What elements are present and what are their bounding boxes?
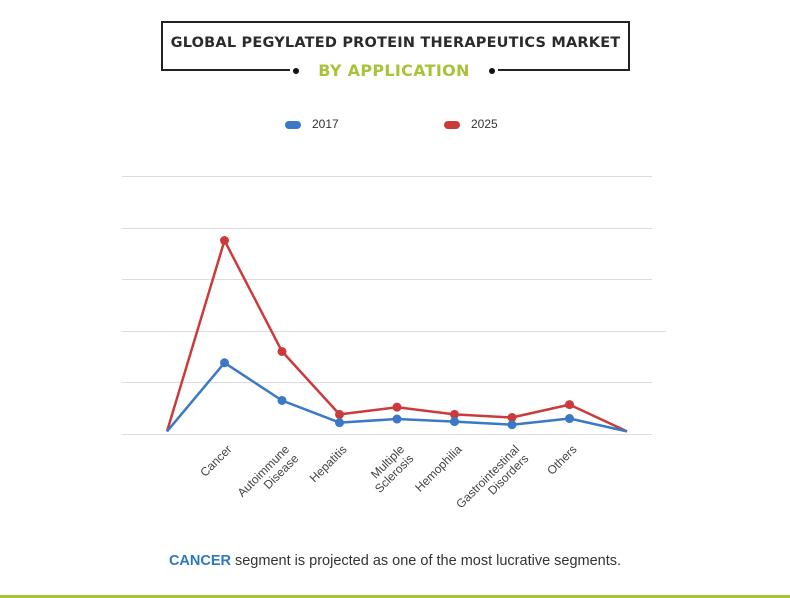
footer-highlight: CANCER	[168, 553, 231, 569]
x-tick-label: Hepatitis	[307, 442, 350, 485]
x-tick-label: Hemophilia	[412, 442, 465, 495]
data-point-2025	[565, 400, 574, 410]
legend-swatch-2025	[444, 121, 460, 129]
data-point-2017	[392, 414, 402, 424]
data-point-2025	[392, 402, 402, 412]
gridlines	[122, 176, 666, 435]
data-point-2025	[220, 236, 229, 245]
data-points	[220, 236, 574, 430]
footer-text: segment is projected as one of the most …	[230, 553, 622, 569]
x-axis-labels: Cancer AutoimmuneDisease Hepatitis Multiple…	[197, 442, 579, 520]
data-point-2025	[507, 412, 517, 422]
subtitle-right-dot	[489, 68, 495, 74]
data-point-2017	[277, 395, 287, 405]
bottom-accent-line	[0, 595, 790, 598]
legend-swatch-2017	[285, 121, 301, 129]
data-point-2017	[450, 417, 459, 427]
chart-subtitle: BY APPLICATION	[318, 61, 470, 80]
x-tick-label: AutoimmuneDisease	[235, 442, 302, 509]
legend-label-2017: 2017	[312, 117, 339, 131]
data-point-2017	[507, 420, 517, 430]
data-point-2025	[277, 346, 287, 356]
subtitle-container: BY APPLICATION	[290, 60, 498, 82]
chart-title: GLOBAL PEGYLATED PROTEIN THERAPEUTICS MA…	[170, 35, 621, 51]
data-point-2017	[565, 414, 574, 424]
data-point-2025	[450, 409, 459, 419]
x-tick-label: Others	[544, 442, 579, 477]
line-chart: Cancer AutoimmuneDisease Hepatitis Multiple…	[122, 176, 666, 520]
x-tick-label: GastrointestinalDisorders	[453, 442, 531, 520]
footer-note: CANCER segment is projected as one of th…	[0, 553, 790, 569]
subtitle-left-dot	[293, 68, 299, 74]
data-point-2017	[220, 358, 229, 368]
x-tick-label: Cancer	[197, 442, 234, 479]
data-point-2017	[335, 418, 344, 428]
legend-label-2025: 2025	[471, 117, 498, 131]
data-point-2025	[335, 409, 344, 419]
x-tick-label: MultipleSclerosis	[363, 442, 417, 496]
